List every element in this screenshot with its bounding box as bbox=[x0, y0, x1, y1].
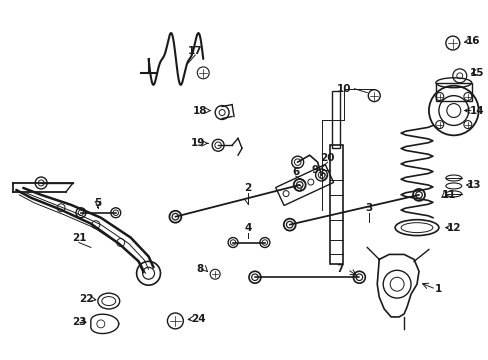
Text: 6: 6 bbox=[291, 167, 299, 177]
Text: 21: 21 bbox=[72, 233, 86, 243]
Text: 7: 7 bbox=[335, 264, 343, 274]
Bar bbox=[329, 145, 343, 264]
Text: 1: 1 bbox=[434, 284, 442, 294]
Bar bbox=[435, 83, 471, 100]
Text: 3: 3 bbox=[365, 203, 372, 213]
Text: 24: 24 bbox=[190, 314, 205, 324]
Text: 9: 9 bbox=[310, 165, 318, 175]
Bar bbox=[332, 91, 340, 148]
Text: 10: 10 bbox=[337, 84, 351, 94]
Text: 20: 20 bbox=[320, 153, 334, 163]
Text: 8: 8 bbox=[196, 264, 203, 274]
Text: 14: 14 bbox=[468, 105, 483, 116]
Text: 13: 13 bbox=[466, 180, 480, 190]
Text: 5: 5 bbox=[94, 198, 101, 208]
Text: 16: 16 bbox=[465, 36, 479, 46]
Text: 18: 18 bbox=[193, 105, 207, 116]
Text: 22: 22 bbox=[79, 294, 93, 304]
Text: 19: 19 bbox=[191, 138, 205, 148]
Text: 23: 23 bbox=[72, 317, 86, 327]
Text: 4: 4 bbox=[244, 222, 251, 233]
Text: 17: 17 bbox=[187, 46, 202, 56]
Text: 11: 11 bbox=[441, 190, 455, 200]
Text: 12: 12 bbox=[446, 222, 460, 233]
Text: 15: 15 bbox=[468, 68, 483, 78]
Text: 2: 2 bbox=[244, 183, 251, 193]
